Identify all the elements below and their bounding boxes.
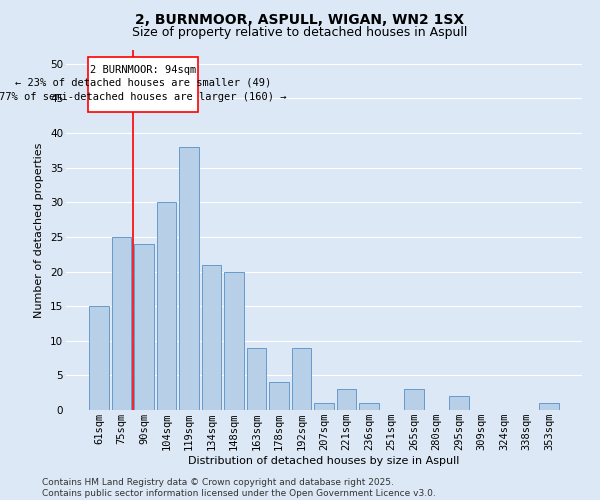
Text: Contains HM Land Registry data © Crown copyright and database right 2025.
Contai: Contains HM Land Registry data © Crown c… (42, 478, 436, 498)
Text: 77% of semi-detached houses are larger (160) →: 77% of semi-detached houses are larger (… (0, 92, 287, 102)
Bar (292, 348, 311, 410)
X-axis label: Distribution of detached houses by size in Aspull: Distribution of detached houses by size … (188, 456, 460, 466)
Text: ← 23% of detached houses are smaller (49): ← 23% of detached houses are smaller (49… (15, 78, 271, 88)
Bar (134, 244, 154, 410)
Bar (269, 382, 289, 410)
Bar (202, 264, 221, 410)
Bar (179, 147, 199, 410)
Bar (337, 389, 356, 410)
Bar (314, 403, 334, 410)
Bar (157, 202, 176, 410)
FancyBboxPatch shape (88, 57, 198, 112)
Text: 2 BURNMOOR: 94sqm: 2 BURNMOOR: 94sqm (90, 65, 196, 75)
Bar (112, 237, 131, 410)
Bar (247, 348, 266, 410)
Bar (404, 389, 424, 410)
Text: 2, BURNMOOR, ASPULL, WIGAN, WN2 1SX: 2, BURNMOOR, ASPULL, WIGAN, WN2 1SX (136, 12, 464, 26)
Bar (89, 306, 109, 410)
Text: Size of property relative to detached houses in Aspull: Size of property relative to detached ho… (133, 26, 467, 39)
Bar (539, 403, 559, 410)
Y-axis label: Number of detached properties: Number of detached properties (34, 142, 44, 318)
Bar (224, 272, 244, 410)
Bar (359, 403, 379, 410)
Bar (449, 396, 469, 410)
